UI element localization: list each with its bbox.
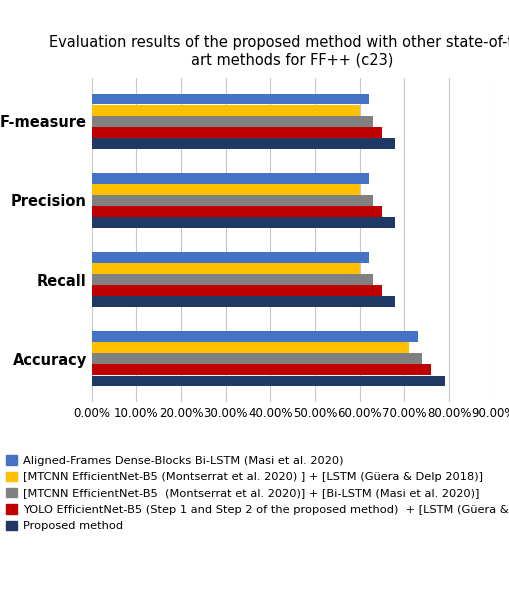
Bar [92, 127, 382, 137]
Bar [92, 274, 373, 284]
Bar [92, 364, 431, 375]
Bar [92, 296, 395, 307]
Legend: Aligned-Frames Dense-Blocks Bi-LSTM (Masi et al. 2020), [MTCNN EfficientNet-B5 (: Aligned-Frames Dense-Blocks Bi-LSTM (Mas… [1, 451, 509, 536]
Bar [92, 139, 395, 149]
Bar [92, 116, 373, 127]
Title: Evaluation results of the proposed method with other state-of-the-
art methods f: Evaluation results of the proposed metho… [49, 35, 509, 67]
Bar [92, 94, 369, 104]
Bar [92, 331, 418, 341]
Bar [92, 353, 422, 364]
Bar [92, 173, 369, 184]
Bar [92, 184, 360, 194]
Bar [92, 252, 369, 263]
Bar [92, 263, 360, 274]
Bar [92, 206, 382, 217]
Bar [92, 286, 382, 296]
Bar [92, 105, 360, 116]
Bar [92, 343, 409, 353]
Bar [92, 376, 444, 386]
Bar [92, 217, 395, 228]
Bar [92, 196, 373, 206]
